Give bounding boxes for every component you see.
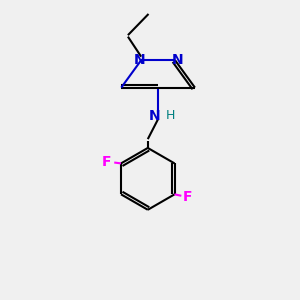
Text: N: N: [149, 109, 161, 123]
Text: H: H: [166, 109, 175, 122]
Text: N: N: [134, 53, 146, 67]
Text: F: F: [183, 190, 193, 204]
Text: N: N: [172, 53, 183, 67]
Text: F: F: [102, 155, 112, 169]
